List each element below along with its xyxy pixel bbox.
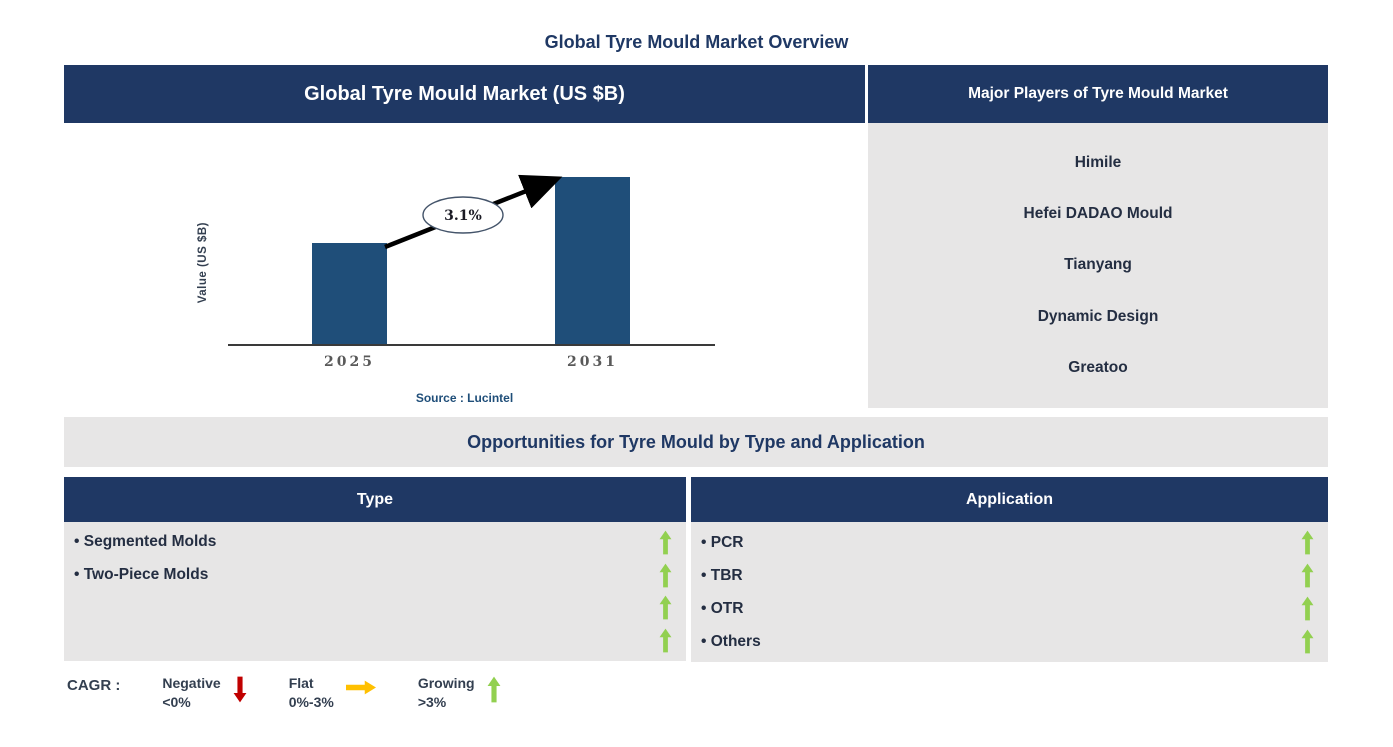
type-item-label: Two-Piece Molds: [74, 566, 209, 584]
down-arrow-icon: [233, 676, 247, 708]
list-item: Two-Piece Molds: [64, 560, 686, 591]
cagr-value: 3.1%: [444, 208, 482, 224]
right-arrow-icon: [345, 680, 376, 700]
application-item-label: OTR: [701, 600, 744, 618]
up-arrow-icon: [1301, 563, 1314, 588]
up-arrow-icon: [487, 676, 501, 708]
player-name: Greatoo: [1068, 359, 1128, 377]
page-title: Global Tyre Mould Market Overview: [544, 32, 849, 52]
list-item: [64, 592, 686, 623]
legend-item-growing: Growing >3%: [418, 674, 501, 712]
up-arrow-icon: [1301, 629, 1314, 654]
list-item: Others: [691, 626, 1328, 657]
up-arrow-icon: [659, 563, 672, 588]
y-axis-label: Value (US $B): [197, 222, 209, 304]
major-players-title: Major Players of Tyre Mould Market: [968, 85, 1228, 102]
cagr-ellipse: [422, 196, 504, 234]
up-arrow-icon: [659, 530, 672, 555]
list-item: TBR: [691, 560, 1328, 591]
x-axis-line: [228, 344, 715, 346]
up-arrow-icon: [1301, 596, 1314, 621]
cagr-legend-label: CAGR :: [67, 677, 121, 694]
growth-arrow-annotation: 3.1%: [384, 174, 563, 250]
list-item: OTR: [691, 593, 1328, 624]
application-item-label: Others: [701, 633, 761, 651]
trend-arrow-line: [384, 174, 563, 250]
up-arrow-icon: [659, 628, 672, 653]
x-tick-2031: 2031: [567, 354, 618, 370]
legend-range: <0%: [162, 694, 191, 710]
player-name: Dynamic Design: [1037, 307, 1159, 325]
legend-range: 0%-3%: [288, 694, 334, 710]
application-item-label: PCR: [701, 534, 744, 552]
player-name: Tianyang: [1064, 256, 1132, 274]
legend-item-flat: Flat 0%-3%: [289, 674, 376, 712]
market-bar-chart: Value (US $B) 2025 2031 3.1% Source : Lu…: [64, 123, 865, 417]
legend-name: Growing: [417, 675, 475, 691]
application-panel-list: PCR TBR OTR Others: [691, 522, 1328, 662]
chart-panel-title: Global Tyre Mould Market (US $B): [304, 82, 625, 105]
opportunities-title: Opportunities for Tyre Mould by Type and…: [467, 431, 925, 452]
major-players-list: Himile Hefei DADAO Mould Tianyang Dynami…: [868, 123, 1328, 408]
cagr-legend: CAGR : Negative <0% Flat 0%-3% Growing >…: [67, 674, 501, 712]
player-name: Himile: [1074, 153, 1122, 171]
x-tick-2025: 2025: [324, 354, 375, 370]
application-panel-header: Application: [691, 477, 1328, 522]
type-item-label: Segmented Molds: [74, 533, 217, 551]
type-panel-list: Segmented Molds Two-Piece Molds: [64, 522, 686, 661]
source-credit: Source : Lucintel: [415, 391, 514, 405]
bar-2031: [555, 177, 630, 345]
application-item-label: TBR: [701, 567, 743, 585]
list-item: Segmented Molds: [64, 527, 686, 558]
type-panel-header: Type: [64, 477, 686, 522]
opportunities-band: Opportunities for Tyre Mould by Type and…: [64, 417, 1328, 467]
legend-name: Flat: [288, 675, 314, 691]
bar-2025: [312, 243, 387, 345]
list-item: [64, 625, 686, 656]
legend-range: >3%: [417, 694, 447, 710]
legend-item-negative: Negative <0%: [162, 674, 247, 712]
up-arrow-icon: [659, 595, 672, 620]
chart-panel-header: Global Tyre Mould Market (US $B): [64, 65, 865, 123]
up-arrow-icon: [1301, 530, 1314, 555]
list-item: PCR: [691, 527, 1328, 558]
legend-name: Negative: [162, 675, 221, 691]
major-players-header: Major Players of Tyre Mould Market: [868, 65, 1328, 123]
player-name: Hefei DADAO Mould: [1023, 205, 1173, 223]
